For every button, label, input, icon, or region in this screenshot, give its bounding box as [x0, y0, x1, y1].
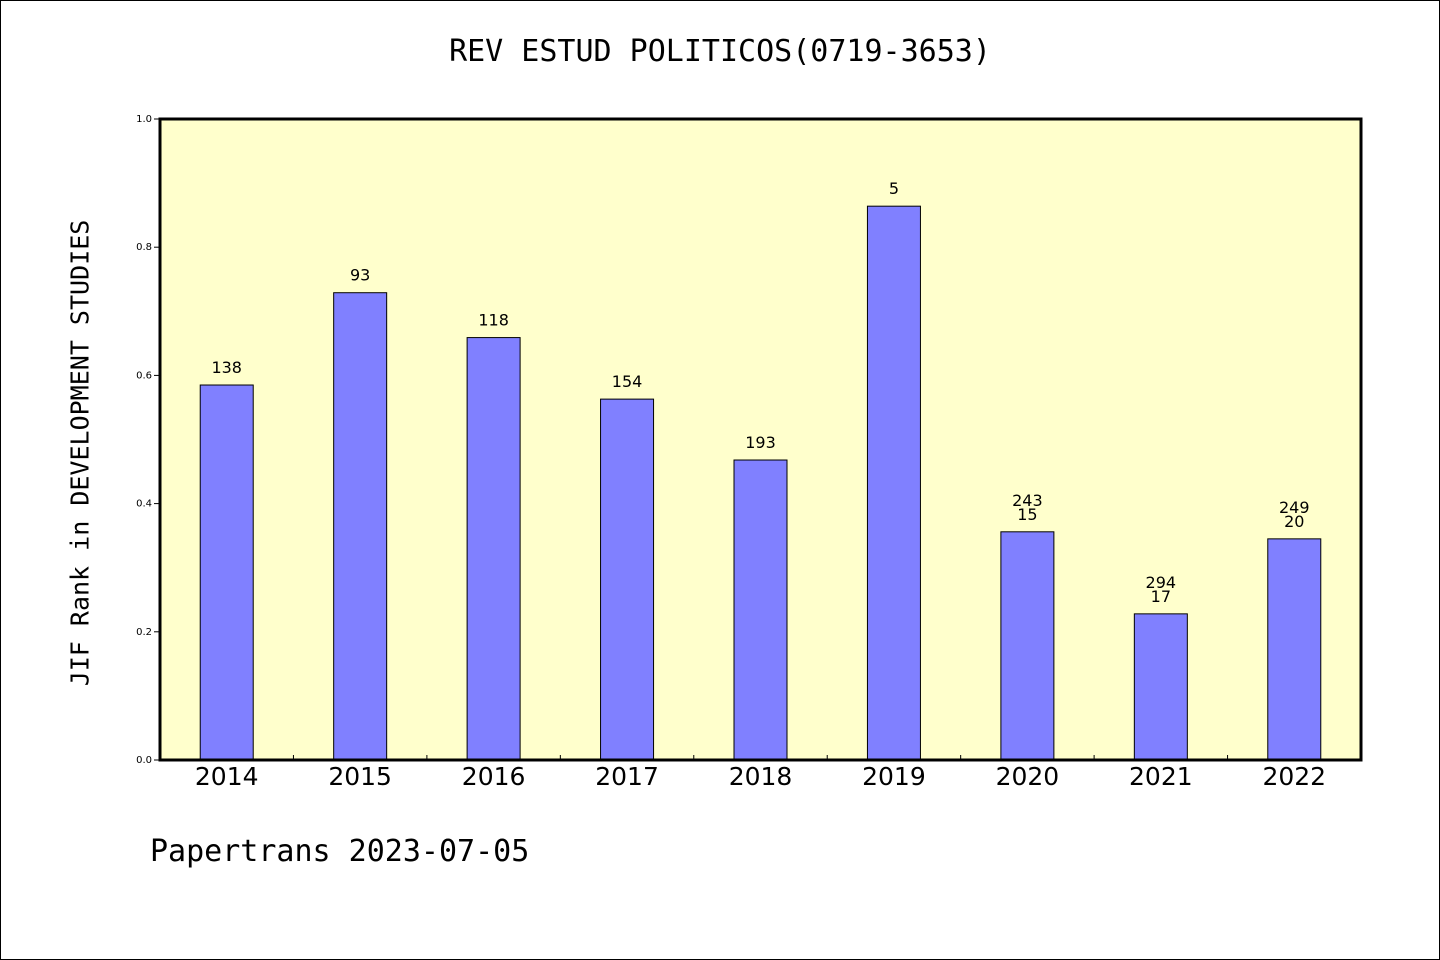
plot-border — [158, 117, 1363, 762]
footer-credit: Papertrans 2023-07-05 — [150, 834, 530, 869]
bar-data-label: 154 — [612, 372, 643, 391]
x-tick-label: 2020 — [996, 762, 1060, 791]
bar — [1000, 531, 1055, 761]
bar-data-label: 294 — [1146, 573, 1177, 592]
bar-data-label: 249 — [1279, 498, 1310, 517]
y-tick-label: 0.6 — [136, 370, 152, 381]
bar — [466, 337, 521, 761]
bar — [1133, 613, 1188, 761]
bar-data-label: 118 — [478, 311, 509, 330]
bar-data-label: 93 — [350, 266, 370, 285]
x-tick-label: 2015 — [328, 762, 392, 791]
x-tick-label: 2014 — [195, 762, 259, 791]
y-tick-label: 0.2 — [136, 627, 152, 638]
bar-data-label: 17 — [1151, 587, 1171, 606]
y-tick-label: 0.8 — [136, 242, 152, 253]
y-tick-label: 0.4 — [136, 499, 152, 510]
x-tick-label: 2019 — [862, 762, 926, 791]
x-tick-label: 2016 — [462, 762, 526, 791]
bar-data-label: 193 — [745, 433, 776, 452]
y-tick-label: 1.0 — [136, 114, 152, 125]
x-tick-label: 2022 — [1262, 762, 1326, 791]
bar — [1267, 538, 1322, 761]
chart-title: REV ESTUD POLITICOS(0719-3653) — [449, 34, 991, 69]
bar — [733, 459, 788, 761]
bar — [199, 384, 254, 761]
bar-data-label: 243 — [1012, 491, 1043, 510]
x-tick-label: 2017 — [595, 762, 659, 791]
x-tick-label: 2021 — [1129, 762, 1193, 791]
x-tick-label: 2018 — [729, 762, 793, 791]
bar — [600, 398, 655, 761]
bar-data-label: 15 — [1017, 505, 1037, 524]
bar — [866, 205, 921, 761]
bar — [333, 292, 388, 761]
y-tick-label: 0.0 — [136, 755, 152, 766]
bar-data-label: 20 — [1284, 512, 1304, 531]
bar-data-label: 138 — [211, 358, 242, 377]
bar-data-label: 5 — [889, 179, 899, 198]
